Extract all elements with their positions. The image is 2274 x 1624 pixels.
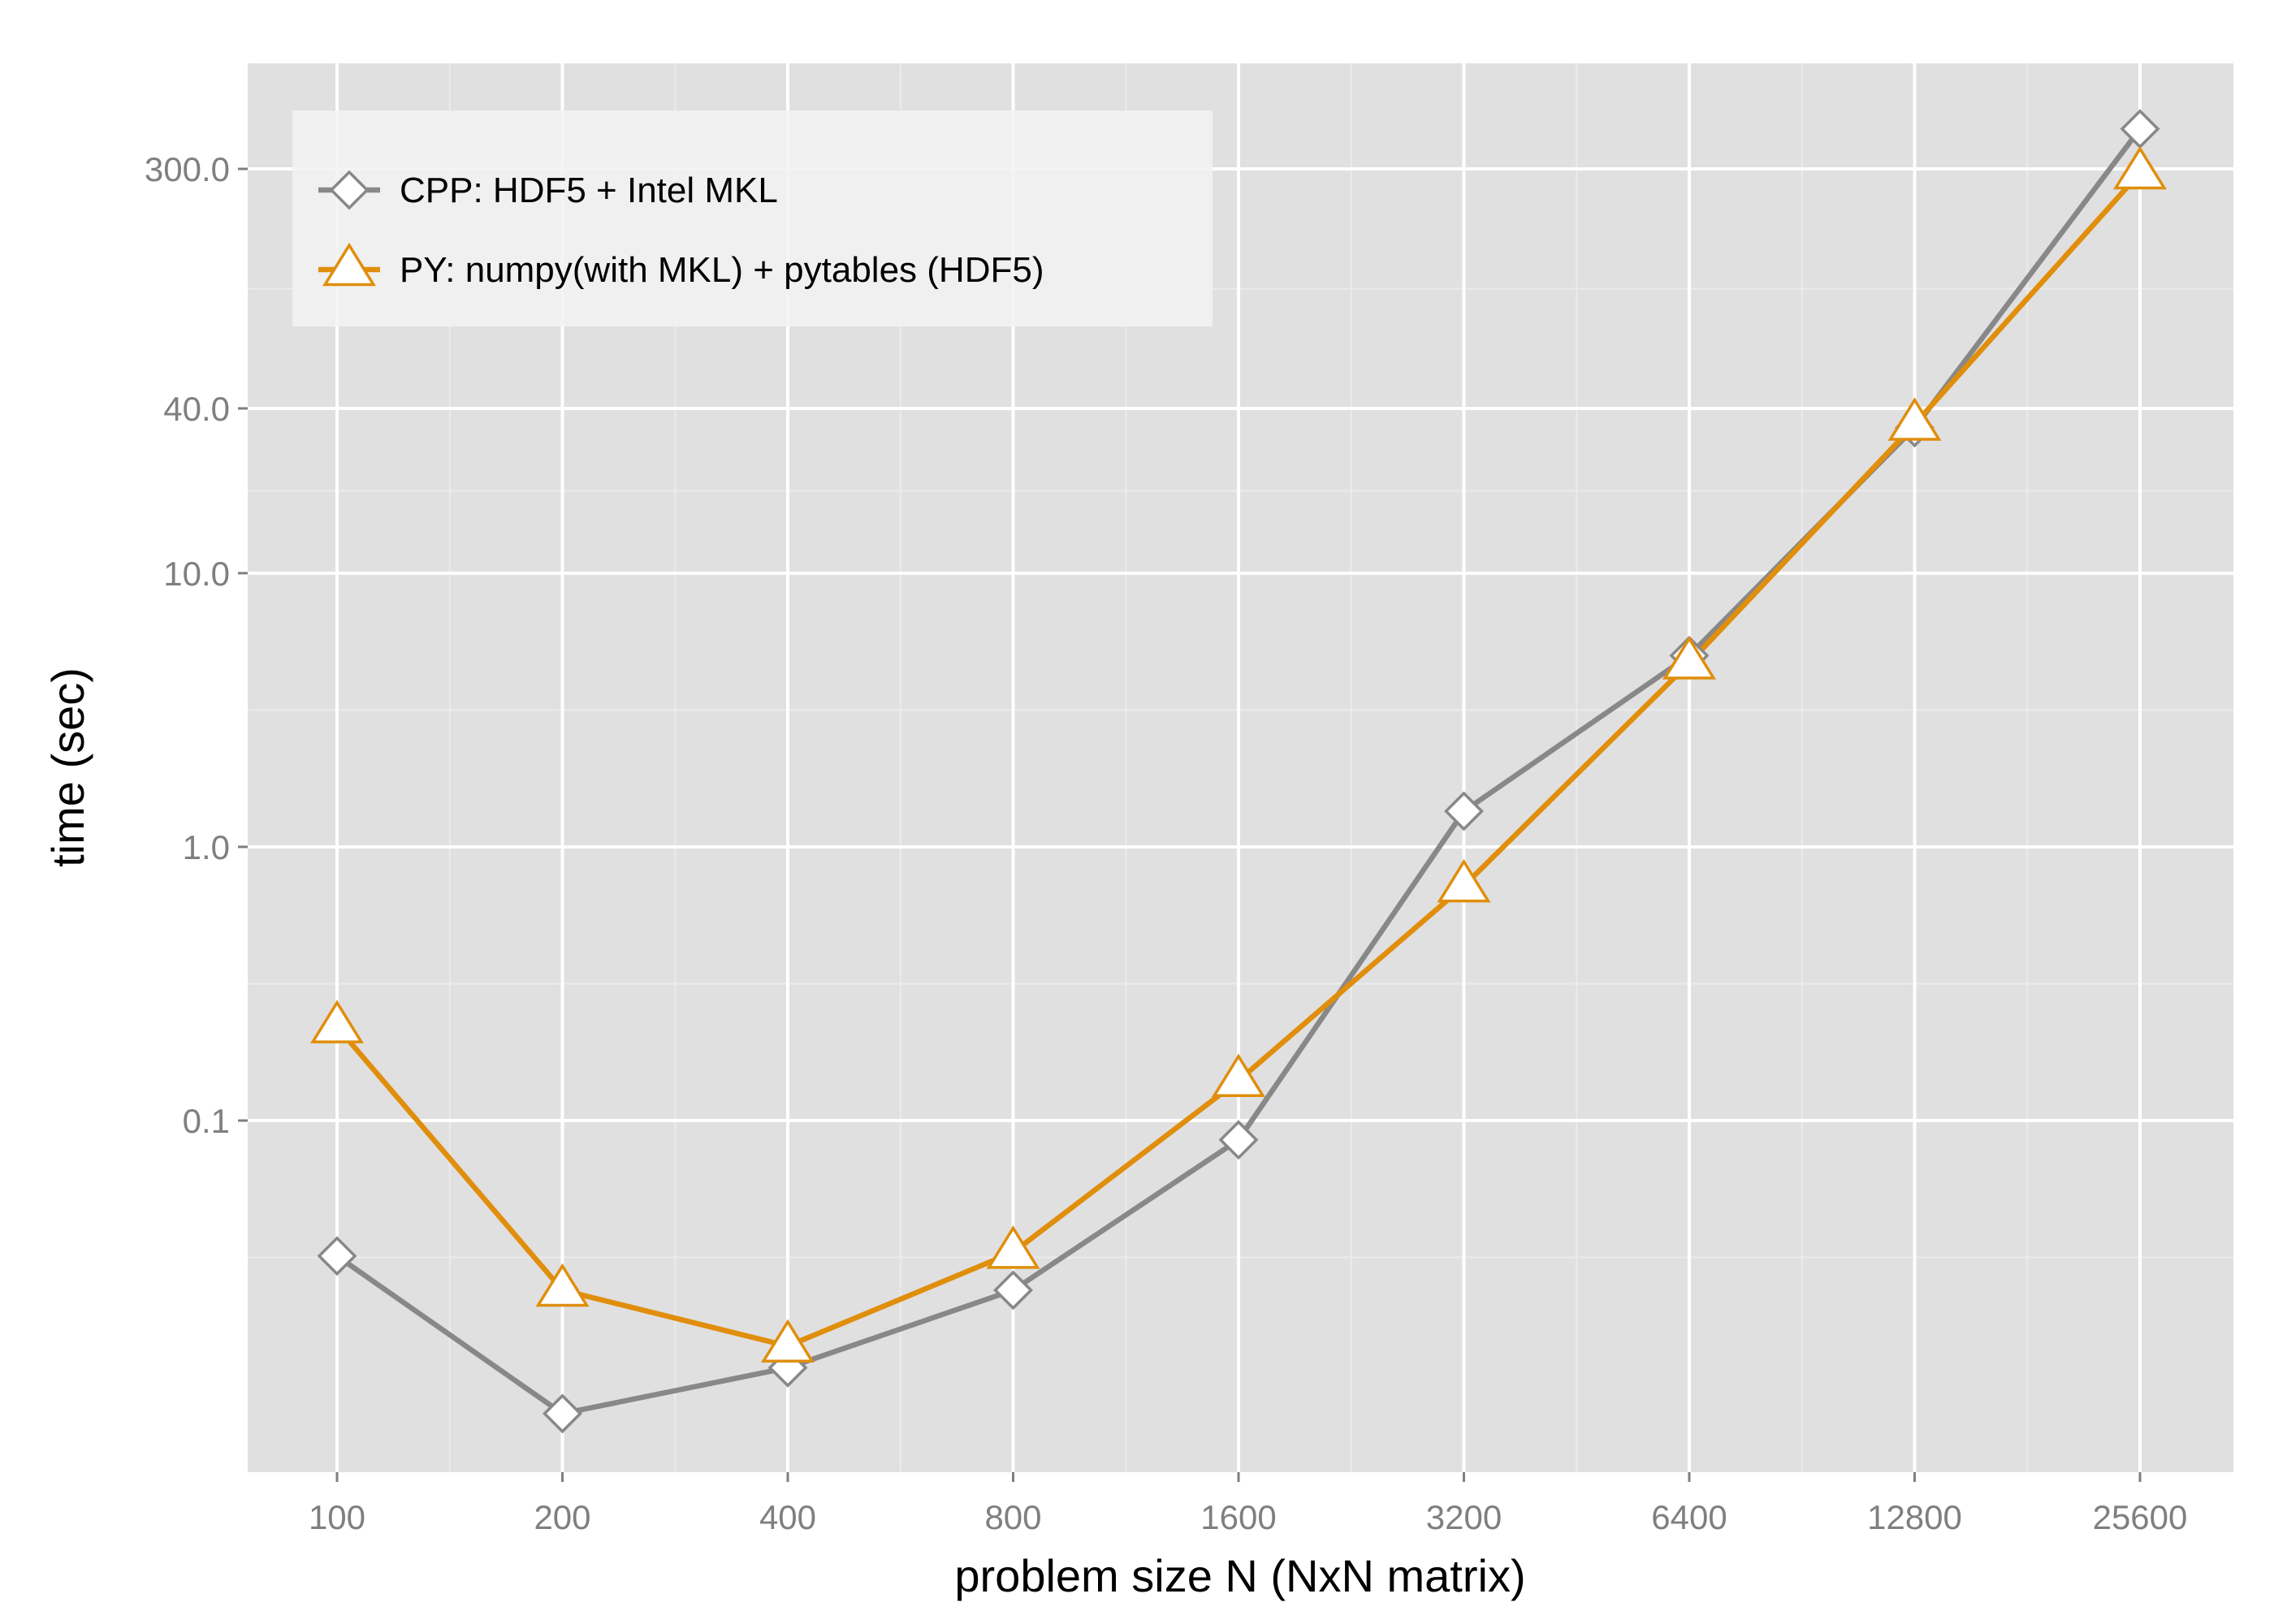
x-axis-title: problem size N (NxN matrix) [954,1550,1525,1601]
y-axis: 0.1 1.0 10.0 40.0 300.0 [145,150,248,1140]
data-point-series-1 [309,1000,365,1043]
legend-items: CPP: HDF5 + Intel MKL PY: numpy(with MKL)… [318,170,1044,290]
data-point-series-1 [1662,636,1717,680]
legend: CPP: HDF5 + Intel MKL PY: numpy(with MKL)… [292,110,1213,326]
x-tick-label: 3200 [1426,1498,1502,1536]
x-tick-label: 1600 [1200,1498,1276,1536]
legend-box [292,110,1213,326]
data-point-series-1 [1211,1053,1266,1098]
series-layer [309,109,2168,1434]
legend-marker-1 [322,242,377,287]
data-point-series-0 [317,1236,357,1276]
y-tick-label: 1.0 [183,828,230,866]
y-axis-title: time (sec) [42,667,93,867]
x-tick-label: 100 [309,1498,365,1536]
x-tick-label: 400 [759,1498,816,1536]
x-tick-label: 6400 [1651,1498,1727,1536]
data-point-series-0 [1444,791,1484,831]
y-tick-label: 10.0 [163,555,230,593]
data-point-series-1 [760,1319,815,1363]
legend-label-0: CPP: HDF5 + Intel MKL [400,171,778,210]
x-tick-label: 25600 [2093,1498,2188,1536]
data-point-series-1 [535,1263,590,1307]
legend-label-1: PY: numpy(with MKL) + pytables (HDF5) [400,250,1044,290]
data-point-series-1 [1887,397,1942,441]
data-point-series-0 [993,1270,1033,1311]
y-tick-label: 0.1 [183,1102,230,1140]
y-tick-label: 300.0 [145,150,230,188]
x-tick-label: 200 [534,1498,590,1536]
data-point-series-0 [543,1393,582,1434]
x-tick-label: 800 [984,1498,1041,1536]
data-point-series-1 [1437,858,1491,903]
legend-marker-0 [329,170,370,210]
x-axis: 100 200 400 800 1600 3200 6400 12800 25600 [309,1472,2187,1536]
data-point-series-1 [986,1225,1040,1269]
data-point-series-0 [1218,1120,1259,1160]
y-tick-label: 40.0 [163,390,230,428]
x-tick-label: 12800 [1867,1498,1962,1536]
data-point-series-1 [2112,145,2168,190]
